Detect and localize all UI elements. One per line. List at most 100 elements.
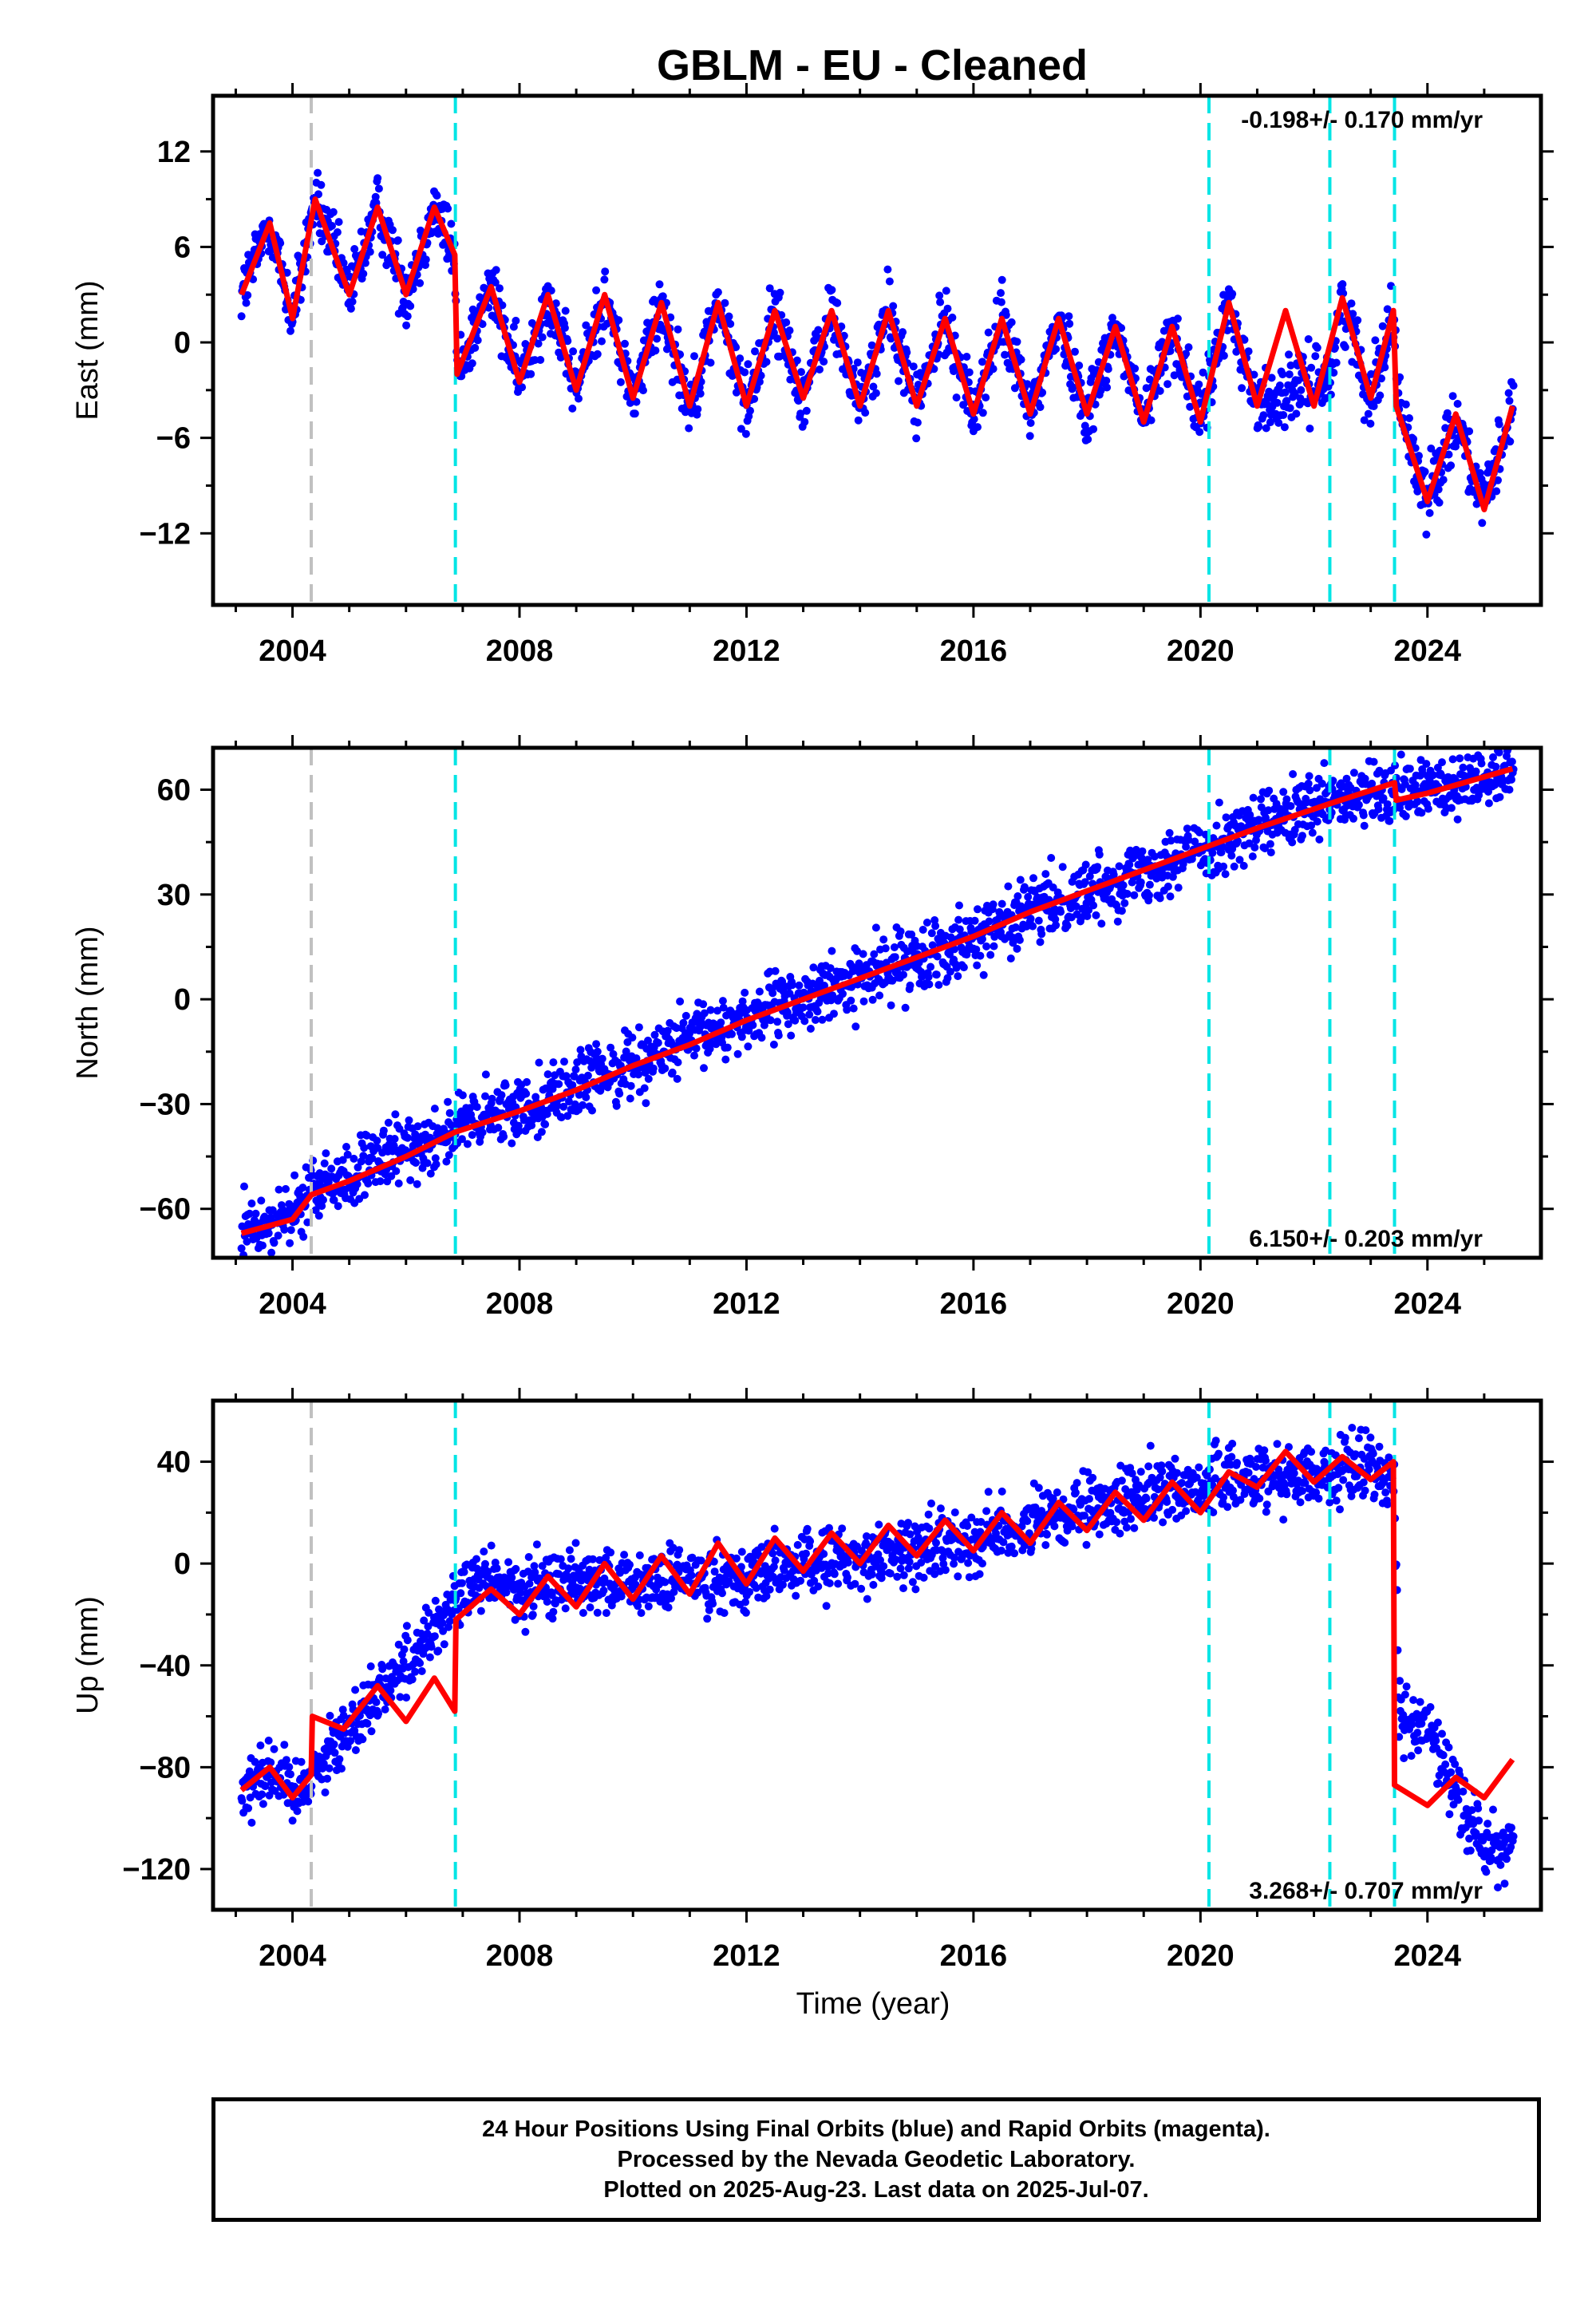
observation-point bbox=[1360, 821, 1369, 830]
observation-point bbox=[492, 266, 500, 275]
observation-point bbox=[406, 1176, 415, 1184]
observation-point bbox=[538, 333, 547, 342]
observation-point bbox=[527, 370, 535, 378]
observation-point bbox=[1405, 765, 1414, 773]
observation-point bbox=[1444, 450, 1453, 459]
observation-point bbox=[768, 1549, 777, 1558]
observation-point bbox=[411, 1667, 420, 1676]
observation-point bbox=[286, 1239, 294, 1247]
observation-point bbox=[639, 386, 647, 395]
observation-point bbox=[430, 1632, 439, 1641]
observation-point bbox=[950, 1553, 958, 1562]
panel-up: 2004 2008 2012 2016 2020 2024400−40−80−120Up … bbox=[71, 1388, 1554, 2021]
observation-point bbox=[1145, 891, 1153, 899]
observation-point bbox=[1025, 432, 1034, 441]
observation-point bbox=[1250, 370, 1258, 379]
observation-point bbox=[871, 389, 880, 397]
observation-point bbox=[1096, 386, 1105, 395]
observation-point bbox=[893, 1572, 902, 1581]
x-tick-label: 2012 bbox=[713, 1287, 780, 1321]
observation-point bbox=[1085, 872, 1094, 880]
observation-point bbox=[251, 1757, 259, 1766]
observation-point bbox=[237, 1244, 246, 1253]
observation-point bbox=[674, 1058, 682, 1067]
observation-point bbox=[1147, 416, 1156, 425]
observation-point bbox=[637, 1609, 646, 1618]
observation-point bbox=[985, 917, 994, 926]
observation-point bbox=[343, 1150, 352, 1159]
observation-point bbox=[706, 358, 715, 367]
observation-point bbox=[626, 1560, 634, 1569]
observation-point bbox=[582, 1093, 591, 1101]
observation-point bbox=[1092, 911, 1100, 919]
observation-point bbox=[928, 941, 937, 950]
observation-point bbox=[557, 1113, 566, 1122]
observation-point bbox=[954, 915, 963, 924]
observation-point bbox=[1254, 816, 1263, 824]
observation-point bbox=[433, 192, 441, 200]
observation-point bbox=[1420, 468, 1429, 476]
observation-point bbox=[970, 916, 979, 925]
observation-point bbox=[1369, 757, 1378, 766]
observation-point bbox=[834, 1579, 843, 1588]
observation-point bbox=[1375, 766, 1384, 775]
observation-point bbox=[251, 1209, 260, 1218]
observation-point bbox=[1405, 414, 1413, 422]
observation-point bbox=[304, 1797, 313, 1806]
observation-point bbox=[1282, 795, 1291, 804]
observation-point bbox=[1123, 890, 1132, 898]
observation-point bbox=[620, 1551, 629, 1559]
observation-point bbox=[1416, 756, 1425, 765]
observation-point bbox=[644, 1036, 652, 1045]
observation-point bbox=[535, 1058, 543, 1067]
x-tick-label: 2020 bbox=[1167, 634, 1235, 668]
observation-point bbox=[895, 377, 903, 385]
observation-point bbox=[710, 1567, 719, 1576]
observation-point bbox=[1359, 811, 1368, 820]
observation-point bbox=[598, 1054, 606, 1063]
observation-point bbox=[814, 326, 823, 334]
observation-point bbox=[1364, 409, 1373, 418]
observation-point bbox=[1069, 383, 1077, 392]
observation-point bbox=[723, 1043, 732, 1052]
observation-point bbox=[288, 1816, 297, 1825]
observation-point bbox=[1438, 758, 1446, 767]
observation-point bbox=[298, 1184, 307, 1192]
observation-point bbox=[891, 953, 899, 962]
observation-point bbox=[839, 990, 847, 998]
observation-point bbox=[924, 1510, 933, 1519]
observation-point bbox=[802, 1549, 810, 1558]
observation-point bbox=[757, 1543, 766, 1551]
observation-point bbox=[828, 286, 836, 294]
observation-point bbox=[997, 298, 1005, 306]
observation-point bbox=[1199, 368, 1207, 377]
observation-point bbox=[471, 343, 480, 352]
observation-point bbox=[765, 284, 774, 293]
observation-point bbox=[1182, 843, 1191, 851]
observation-point bbox=[413, 1122, 422, 1131]
observation-point bbox=[1130, 891, 1139, 899]
rate-annotation: 6.150+/- 0.203 mm/yr bbox=[1249, 1226, 1483, 1252]
observation-point bbox=[293, 1807, 302, 1816]
observation-point bbox=[1425, 508, 1434, 517]
observation-point bbox=[1311, 352, 1320, 361]
observation-point bbox=[1456, 754, 1464, 763]
observation-point bbox=[384, 1118, 393, 1127]
observation-point bbox=[445, 1617, 454, 1626]
observation-point bbox=[1366, 419, 1375, 428]
observation-point bbox=[911, 1585, 920, 1594]
observation-point bbox=[532, 1540, 541, 1549]
observation-point bbox=[664, 1603, 673, 1612]
observation-point bbox=[906, 981, 915, 990]
observation-point bbox=[562, 1072, 571, 1081]
observation-point bbox=[861, 409, 870, 417]
observation-point bbox=[271, 1265, 279, 1273]
observation-point bbox=[508, 1573, 516, 1582]
observation-point bbox=[896, 1564, 905, 1573]
observation-point bbox=[403, 312, 412, 321]
observation-point bbox=[899, 1571, 908, 1579]
observation-point bbox=[553, 1101, 562, 1110]
plot-area bbox=[237, 1401, 1518, 1910]
observation-point bbox=[1248, 852, 1257, 861]
observation-point bbox=[1036, 403, 1045, 412]
